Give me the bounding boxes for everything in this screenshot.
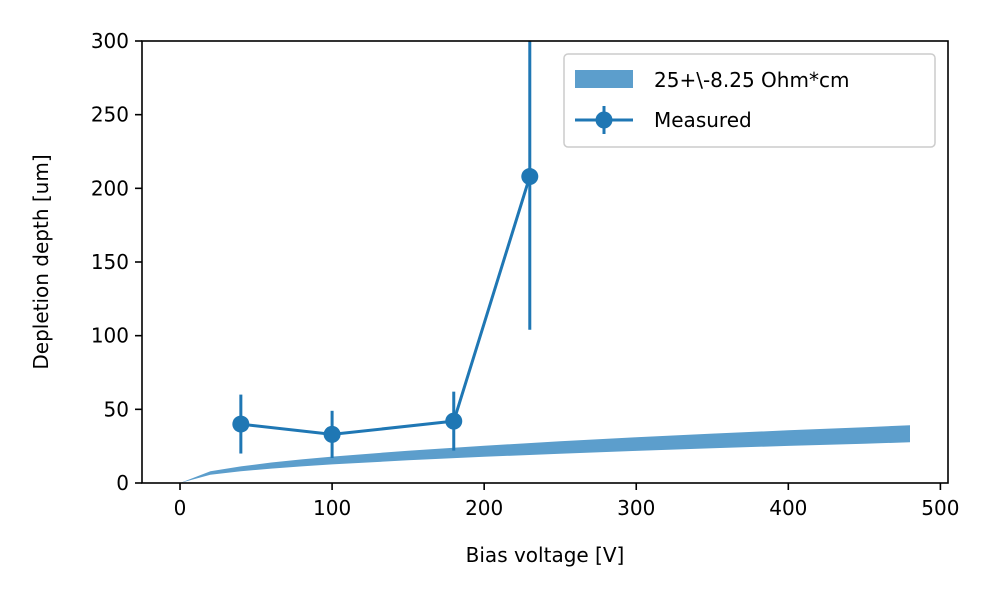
y-tick-label: 0	[116, 471, 129, 495]
y-tick-label: 200	[91, 176, 129, 200]
measured-point	[521, 168, 539, 186]
x-tick-label: 300	[617, 496, 655, 520]
y-axis-label: Depletion depth [um]	[29, 154, 53, 369]
x-tick-label: 100	[313, 496, 351, 520]
resistivity-band-layer	[180, 425, 910, 483]
x-tick-label: 0	[174, 496, 187, 520]
legend-box	[563, 53, 936, 148]
legend: 25+\-8.25 Ohm*cm Measured	[563, 53, 936, 148]
legend-measured-point	[595, 111, 613, 129]
legend-measured-marker	[575, 106, 633, 134]
y-tick-label: 150	[91, 250, 129, 274]
y-tick-label: 300	[91, 29, 129, 53]
y-tick-label: 250	[91, 103, 129, 127]
legend-band-label: 25+\-8.25 Ohm*cm	[654, 68, 849, 92]
measured-line	[240, 176, 532, 436]
measured-point	[445, 412, 463, 430]
x-axis-ticks: 0 100 200 300 400 500	[174, 483, 959, 520]
measured-point	[323, 425, 341, 443]
measured-point	[232, 415, 250, 433]
x-tick-label: 400	[769, 496, 807, 520]
legend-band-swatch	[575, 70, 633, 88]
legend-measured-label: Measured	[654, 108, 752, 132]
resistivity-band	[180, 425, 910, 483]
measured-series-layer	[232, 41, 539, 458]
y-axis-ticks: 0 50 100 150 200 250 300	[91, 29, 142, 495]
x-tick-label: 200	[465, 496, 503, 520]
y-tick-label: 100	[91, 324, 129, 348]
x-axis-label: Bias voltage [V]	[466, 543, 625, 567]
y-tick-label: 50	[104, 397, 129, 421]
x-tick-label: 500	[921, 496, 959, 520]
